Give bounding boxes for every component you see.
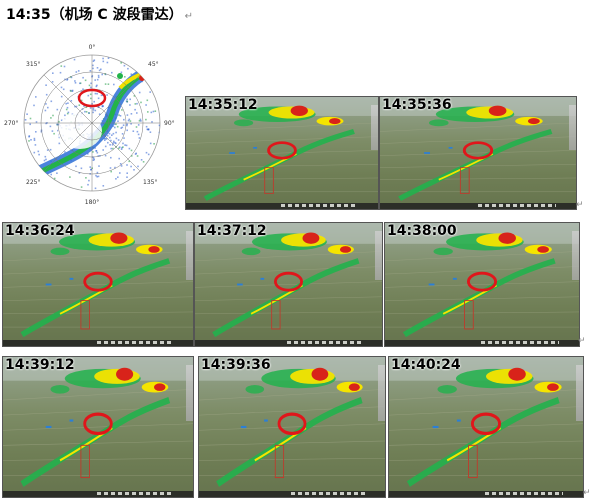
panel-timestamp: 14:37:12 xyxy=(197,223,267,239)
paragraph-mark: ↵ xyxy=(583,488,591,498)
radar-scene xyxy=(195,223,382,338)
status-bar xyxy=(385,340,579,346)
toolbar-strip xyxy=(378,365,385,421)
polar-label-w: 270° xyxy=(4,120,18,127)
panel-timestamp: 14:35:36 xyxy=(382,97,452,113)
radar-scene xyxy=(199,357,385,487)
status-bar xyxy=(389,491,583,497)
radar-panel-7: 14:39:36 xyxy=(198,356,386,498)
radar-scene xyxy=(3,357,193,487)
toolbar-strip xyxy=(572,231,579,281)
radar-panel-1: 14:35:12 xyxy=(185,96,379,210)
polar-label-se: 135° xyxy=(143,179,157,186)
document-title: 14:35（机场 C 波段雷达） ↵ xyxy=(6,4,193,24)
panel-timestamp: 14:35:12 xyxy=(188,97,258,113)
radar-panel-2: 14:35:36 xyxy=(379,96,577,210)
radar-scene xyxy=(389,357,583,487)
highlight-ring xyxy=(77,88,107,108)
polar-label-nw: 315° xyxy=(26,61,40,68)
radar-panel-3: 14:36:24 xyxy=(2,222,194,347)
toolbar-strip xyxy=(371,105,378,150)
radar-scene xyxy=(186,97,378,201)
radar-scene xyxy=(380,97,576,201)
radar-panel-4: 14:37:12 xyxy=(194,222,383,347)
status-bar xyxy=(3,340,193,346)
radar-panel-6: 14:39:12 xyxy=(2,356,194,498)
status-bar xyxy=(380,203,576,209)
toolbar-strip xyxy=(186,231,193,281)
panel-timestamp: 14:39:36 xyxy=(201,357,271,373)
polar-label-sw: 225° xyxy=(26,179,40,186)
paragraph-mark: ↵ xyxy=(576,200,584,210)
polar-radar-image: 0° 45° 90° 135° 180° 225° 270° 315° xyxy=(4,44,175,206)
panel-timestamp: 14:36:24 xyxy=(5,223,75,239)
status-bar xyxy=(186,203,378,209)
polar-label-ne: 45° xyxy=(148,61,159,68)
radar-panel-5: 14:38:00 xyxy=(384,222,580,347)
polar-label-s: 180° xyxy=(85,199,99,206)
polar-label-n: 0° xyxy=(89,44,96,51)
toolbar-strip xyxy=(186,365,193,421)
document-title-text: 14:35（机场 C 波段雷达） xyxy=(6,7,183,23)
radar-panel-8: 14:40:24 xyxy=(388,356,584,498)
radar-scene xyxy=(3,223,193,338)
toolbar-strip xyxy=(569,105,576,150)
panel-timestamp: 14:40:24 xyxy=(391,357,461,373)
toolbar-strip xyxy=(576,365,583,421)
toolbar-strip xyxy=(375,231,382,281)
paragraph-mark: ↵ xyxy=(578,336,586,346)
panel-timestamp: 14:38:00 xyxy=(387,223,457,239)
radar-scene xyxy=(385,223,579,338)
panel-timestamp: 14:39:12 xyxy=(5,357,75,373)
polar-label-e: 90° xyxy=(164,120,175,127)
status-bar xyxy=(199,491,385,497)
paragraph-mark: ↵ xyxy=(184,11,193,22)
status-bar xyxy=(3,491,193,497)
status-bar xyxy=(195,340,382,346)
